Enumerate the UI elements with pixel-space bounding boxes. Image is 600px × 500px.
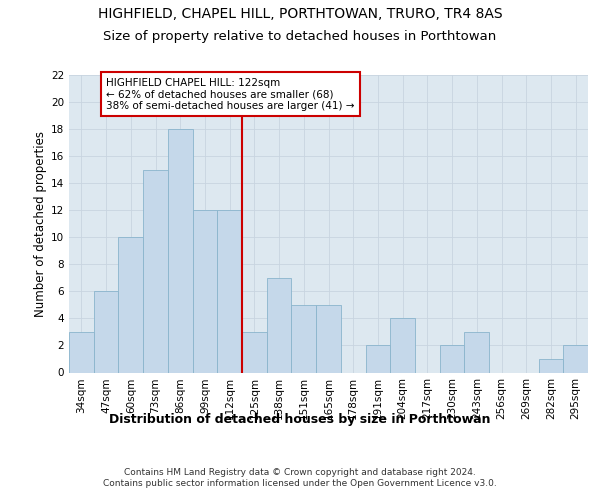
Bar — [267, 278, 292, 372]
Bar — [217, 210, 242, 372]
Text: HIGHFIELD, CHAPEL HILL, PORTHTOWAN, TRURO, TR4 8AS: HIGHFIELD, CHAPEL HILL, PORTHTOWAN, TRUR… — [98, 8, 502, 22]
Text: Contains HM Land Registry data © Crown copyright and database right 2024.
Contai: Contains HM Land Registry data © Crown c… — [103, 468, 497, 487]
Bar — [390, 318, 415, 372]
Bar — [563, 346, 588, 372]
Bar — [118, 238, 143, 372]
Text: HIGHFIELD CHAPEL HILL: 122sqm
← 62% of detached houses are smaller (68)
38% of s: HIGHFIELD CHAPEL HILL: 122sqm ← 62% of d… — [106, 78, 355, 111]
Bar — [440, 346, 464, 372]
Bar — [69, 332, 94, 372]
Bar — [193, 210, 217, 372]
Bar — [94, 292, 118, 372]
Y-axis label: Number of detached properties: Number of detached properties — [34, 130, 47, 317]
Text: Distribution of detached houses by size in Porthtowan: Distribution of detached houses by size … — [109, 412, 491, 426]
Bar — [316, 305, 341, 372]
Bar — [539, 359, 563, 372]
Text: Size of property relative to detached houses in Porthtowan: Size of property relative to detached ho… — [103, 30, 497, 43]
Bar — [168, 129, 193, 372]
Bar — [365, 346, 390, 372]
Bar — [143, 170, 168, 372]
Bar — [464, 332, 489, 372]
Bar — [292, 305, 316, 372]
Bar — [242, 332, 267, 372]
